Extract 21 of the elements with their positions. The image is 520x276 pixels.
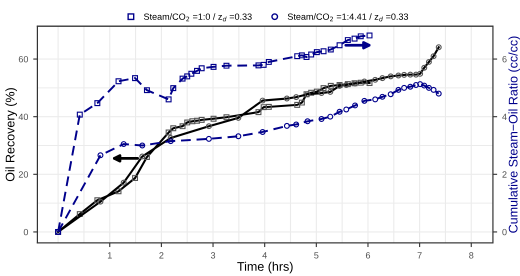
y2-tick-label: 0	[502, 228, 507, 236]
x-axis-title: Time (hrs)	[237, 262, 293, 274]
x-tick-label: 8	[469, 252, 474, 259]
x-tick-label: 3	[210, 252, 216, 259]
y-tick-label: 0	[24, 228, 28, 236]
y2-tick-label: 6	[502, 56, 507, 62]
legend-label: Steam/CO$_{2}$ =1:0 / z$_{d}$ =0.33	[144, 13, 252, 22]
x-tick-label: 6	[366, 252, 370, 259]
x-tick-label: 2	[159, 252, 164, 258]
y-tick-label: 40	[18, 114, 28, 120]
x-tick-label: 1	[108, 252, 112, 258]
y-axis-title: Oil Recovery (%)	[5, 88, 17, 182]
x-tick-label: 5	[314, 252, 318, 259]
legend-label: Steam/CO$_{2}$ =1:4.41 / z$_{d}$ =0.33	[288, 13, 408, 22]
y2-tick-label: 4	[502, 114, 507, 120]
x-tick-label: 7	[418, 252, 422, 258]
x-tick-label: 4	[262, 252, 267, 258]
y-tick-label: 60	[18, 56, 28, 62]
y2-axis-title: Cumulative Steam−Oil Ratio (cc/cc)	[508, 36, 520, 233]
y2-tick-label: 2	[502, 171, 507, 178]
y-tick-label: 20	[18, 171, 28, 178]
